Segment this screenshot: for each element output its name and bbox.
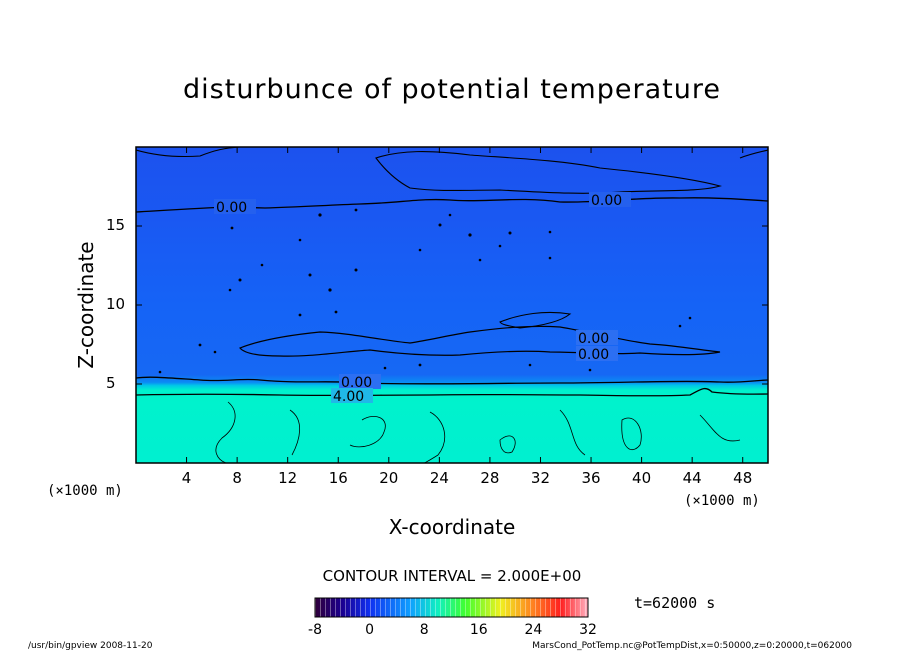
- x-tick-label: 32: [530, 469, 551, 487]
- x-unit-right: (×1000 m): [684, 493, 760, 509]
- footer-left: /usr/bin/gpview 2008-11-20: [28, 641, 153, 651]
- x-tick-label: 12: [278, 469, 298, 487]
- x-tick-label: 44: [682, 469, 702, 487]
- contour-label: 0.00: [578, 347, 609, 363]
- x-axis-label: X-coordinate: [388, 515, 516, 539]
- tick-marks: [136, 147, 768, 463]
- y-axis-label: Z-coordinate: [74, 241, 98, 369]
- contour-label: 4.00: [333, 389, 364, 405]
- colorbar-tick-label: 8: [419, 622, 429, 638]
- x-tick-label: 36: [581, 469, 601, 487]
- speckle-dots: [158, 208, 692, 374]
- y-tick-label: 15: [106, 216, 126, 234]
- colorbar-tick-label: -8: [308, 622, 322, 638]
- x-unit-left: (×1000 m): [47, 483, 123, 499]
- field-background: [136, 147, 768, 463]
- x-tick-label: 24: [429, 469, 449, 487]
- footer-right: MarsCond_PotTemp.nc@PotTempDist,x=0:5000…: [532, 641, 852, 651]
- contour-interval: CONTOUR INTERVAL = 2.000E+00: [322, 567, 582, 585]
- chart-title: disturbunce of potential temperature: [183, 74, 721, 105]
- y-tick-label: 5: [106, 374, 116, 392]
- x-tick-label: 40: [632, 469, 652, 487]
- contour-label: 0.00: [341, 375, 372, 391]
- colorbar-tick-label: 16: [469, 622, 488, 638]
- colorbar-tick-label: 0: [365, 622, 375, 638]
- colorbar-tick-label: 32: [579, 622, 597, 638]
- x-tick-label: 16: [328, 469, 348, 487]
- x-tick-label: 20: [379, 469, 399, 487]
- contour-label: 0.00: [591, 193, 622, 209]
- contour-label: 0.00: [216, 200, 247, 216]
- x-tick-label: 28: [480, 469, 500, 487]
- colorbar-tick-label: 24: [524, 622, 543, 638]
- x-tick-label: 4: [181, 469, 192, 487]
- x-tick-label: 8: [232, 469, 242, 487]
- y-tick-label: 10: [106, 295, 126, 313]
- time-label: t=62000 s: [634, 594, 716, 612]
- x-tick-label: 48: [733, 469, 753, 487]
- contour-label-group: 0.00 0.00 0.00 0.00 0.00 4.00: [214, 192, 631, 405]
- contour-label: 0.00: [578, 331, 609, 347]
